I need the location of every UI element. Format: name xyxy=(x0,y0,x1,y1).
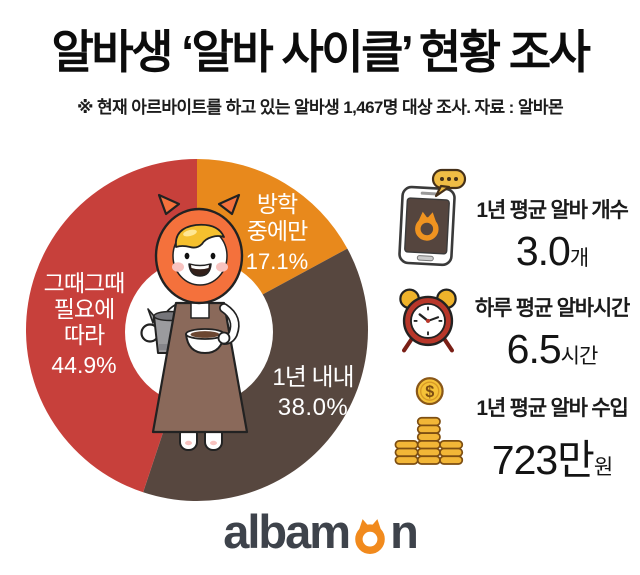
speech-bubble-icon xyxy=(431,168,467,198)
coffee xyxy=(190,331,220,338)
cheek xyxy=(172,262,184,272)
cheek xyxy=(216,262,228,272)
alarm-clock-icon xyxy=(388,280,468,356)
pie-segment-label: 그때그때 필요에 따라 44.9% xyxy=(43,270,126,378)
stat-label: 1년 평균 알바 개수 xyxy=(476,199,628,222)
stat-avg-work-hours: 하루 평균 알바시간 6.5시간 xyxy=(388,280,636,373)
cat-logo-on-screen xyxy=(415,211,439,241)
stat-value: 723만 xyxy=(491,437,595,483)
mascot-hair xyxy=(174,223,225,249)
logo-text: n xyxy=(390,505,419,558)
phone-chat-icon xyxy=(388,168,468,268)
right-hand xyxy=(217,331,231,345)
coin-stacks xyxy=(394,416,464,465)
stat-value-row: 723만원 xyxy=(468,426,636,486)
mascot-shirt xyxy=(190,302,210,319)
donut-chart: 방학 중에만 17.1% 1년 내내 38.0% 그때그때 필요에 따라 44.… xyxy=(0,140,400,540)
stat-value-row: 3.0개 xyxy=(468,228,636,275)
hood-ear xyxy=(217,193,241,216)
stat-unit: 원 xyxy=(593,456,613,479)
albamon-logo: albam n xyxy=(0,504,640,559)
stat-value-row: 6.5시간 xyxy=(468,326,636,373)
money-coins-icon: $ xyxy=(388,376,468,468)
stat-unit: 개 xyxy=(569,247,589,270)
stat-unit: 시간 xyxy=(560,345,599,368)
page-title: 알바생 ‘알바 사이클’ 현황 조사 xyxy=(51,26,591,78)
stat-label: 하루 평균 알바시간 xyxy=(474,297,630,320)
svg-text:$: $ xyxy=(425,383,434,401)
page-subtitle: ※ 현재 아르바이트를 하고 있는 알바생 1,467명 대상 조사. 자료 :… xyxy=(76,98,564,117)
pie-segment-label: 방학 중에만 17.1% xyxy=(245,191,309,274)
logo-text: albam xyxy=(223,505,351,558)
eye xyxy=(184,252,190,260)
stat-avg-job-count: 1년 평균 알바 개수 3.0개 xyxy=(388,168,636,275)
pie-segment-label: 1년 내내 38.0% xyxy=(272,364,354,421)
stat-label: 1년 평균 알바 수입 xyxy=(476,397,628,420)
eye xyxy=(210,252,216,260)
donut-chart-svg xyxy=(25,159,369,502)
stat-value: 3.0 xyxy=(515,228,571,274)
stat-value: 6.5 xyxy=(506,326,562,372)
hood-ear xyxy=(157,193,181,216)
pie-segment-2 xyxy=(25,159,197,493)
cat-o-icon xyxy=(355,518,385,554)
albamon-mascot-illustration xyxy=(140,193,249,451)
stat-avg-income: $ 1년 평균 알바 수입 xyxy=(388,376,636,486)
dollar-coin-icon: $ xyxy=(415,377,444,406)
